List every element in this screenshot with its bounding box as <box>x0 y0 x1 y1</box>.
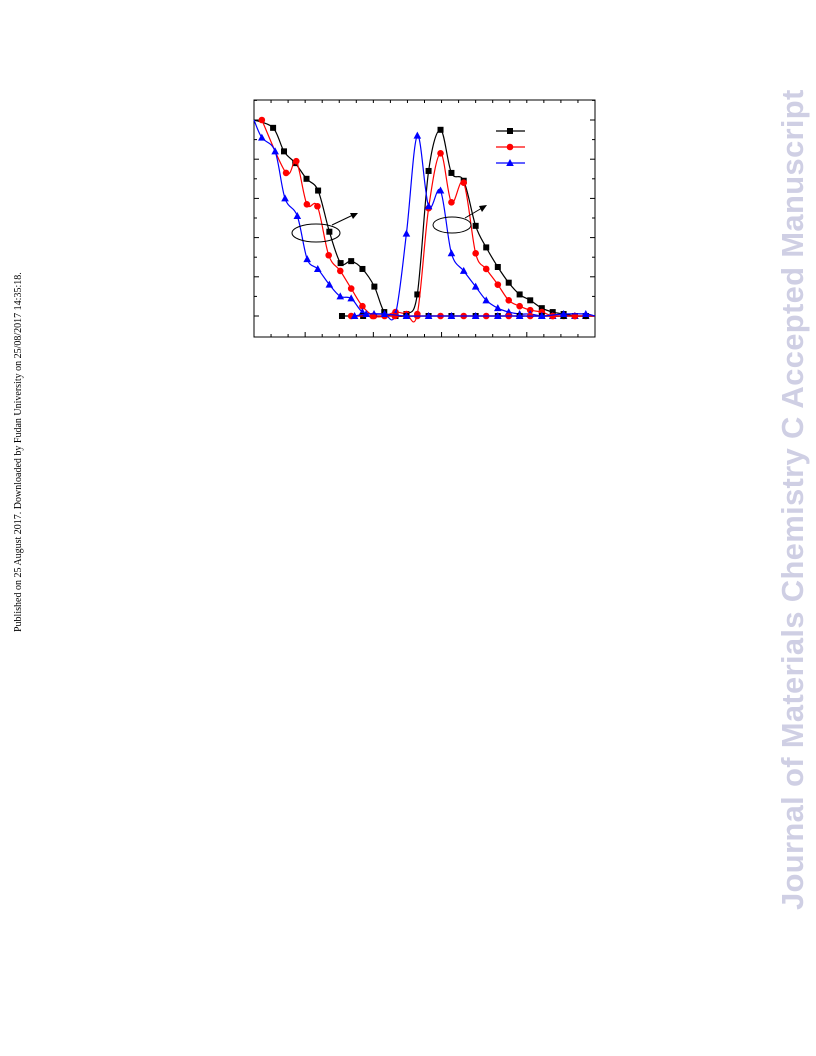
series-2-point <box>437 150 444 157</box>
series-3-point <box>336 292 345 300</box>
series-3-point <box>325 280 334 288</box>
series-6-point <box>515 312 524 319</box>
series-2-point <box>460 179 468 187</box>
series-2-point <box>292 157 300 165</box>
series-1-point <box>437 126 444 133</box>
left-ellipse-arrow-line <box>331 214 354 226</box>
series-3-point <box>424 202 433 210</box>
series-1-point <box>483 244 490 251</box>
series-2-point <box>303 200 311 208</box>
left-curves-ellipse <box>291 223 341 243</box>
series-6-point <box>350 312 359 319</box>
series-2-point <box>472 249 479 257</box>
series-5-point <box>549 312 557 320</box>
series-2-line <box>261 119 595 323</box>
legend-marker-2 <box>506 143 514 151</box>
series-6-point <box>424 312 433 319</box>
series-3-point <box>293 212 302 220</box>
series-3-point <box>271 147 279 155</box>
series-3-point <box>447 249 456 257</box>
series-3-point <box>303 255 311 263</box>
series-1-point <box>494 264 501 270</box>
series-2-point <box>516 302 523 310</box>
series-1-point <box>270 124 277 131</box>
series-1-line <box>253 119 595 318</box>
series-2-point <box>347 285 355 292</box>
series-6-point <box>581 310 590 318</box>
series-3-point <box>494 304 502 312</box>
series-3-point <box>436 186 445 194</box>
series-2-point <box>448 199 455 206</box>
series-3-point <box>459 266 468 274</box>
series-3-point <box>402 229 411 237</box>
series-1-point <box>315 187 322 194</box>
legend-marker-3 <box>506 159 514 166</box>
series-2-point <box>482 265 490 273</box>
series-1-point <box>425 167 432 174</box>
series-6-point <box>494 312 502 319</box>
series-1-point <box>414 291 421 298</box>
series-1-point <box>359 265 366 272</box>
series-2-point <box>494 281 502 288</box>
right-curves-ellipse <box>432 216 472 234</box>
series-6-point <box>362 310 370 318</box>
series-3-point <box>413 131 422 139</box>
series-1-point <box>303 175 310 182</box>
series-3-point <box>313 264 322 272</box>
series-6-point <box>538 312 546 319</box>
series-4-point <box>338 313 345 319</box>
series-1-point <box>326 228 333 235</box>
series-3-point <box>347 294 355 302</box>
series-3-point <box>482 296 491 304</box>
series-2-point <box>505 297 513 304</box>
series-2-point <box>258 116 266 124</box>
series-5-point <box>391 312 399 320</box>
series-6-point <box>559 310 568 318</box>
series-3-point <box>281 194 289 202</box>
series-2-point <box>325 251 332 259</box>
series-3-point <box>258 133 266 141</box>
series-1-point <box>281 148 288 155</box>
series-2-point <box>314 202 321 210</box>
series-1-point <box>348 258 355 265</box>
series-6-point <box>471 312 480 319</box>
series-1-point <box>516 291 523 298</box>
series-6-point <box>402 312 411 319</box>
series-1-point <box>337 260 344 267</box>
series-6-point <box>447 312 456 319</box>
series-1-point <box>472 222 479 229</box>
left-ellipse-arrowhead <box>350 213 358 219</box>
series-1-point <box>448 169 455 176</box>
series-6-point <box>380 310 389 318</box>
series-5-point <box>571 312 579 320</box>
series-2-point <box>359 302 366 310</box>
series-3-point <box>471 282 480 290</box>
series-2-point <box>336 267 344 275</box>
series-1-point <box>505 279 512 286</box>
right-ellipse-arrowhead <box>479 205 487 212</box>
right-ellipse-arrow-line <box>464 207 483 219</box>
series-1-point <box>538 305 545 312</box>
legend-marker-1 <box>507 128 513 134</box>
series-2-point <box>282 169 290 177</box>
series-1-point <box>371 283 378 290</box>
series-1-point <box>527 297 534 304</box>
